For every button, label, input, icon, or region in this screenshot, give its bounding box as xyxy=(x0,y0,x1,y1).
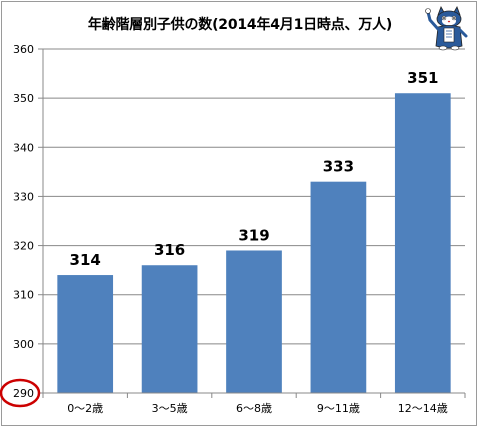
x-tick-label: 6～8歳 xyxy=(236,402,272,415)
baseline-highlight xyxy=(0,378,41,408)
chart-title: 年齢階層別子供の数(2014年4月1日時点、万人) xyxy=(87,17,393,33)
x-tick-labels: 0～2歳 3～5歳 6～8歳 9～11歳 12～14歳 xyxy=(67,402,448,415)
data-label: 316 xyxy=(154,241,185,259)
data-labels: 314 316 319 333 351 xyxy=(70,69,439,269)
y-tick-label: 340 xyxy=(13,141,34,154)
x-tick-label: 0～2歳 xyxy=(67,402,103,415)
x-tick-label: 9～11歳 xyxy=(317,402,360,415)
x-tick-label: 12～14歳 xyxy=(398,402,448,415)
gridlines xyxy=(43,48,465,345)
data-label: 351 xyxy=(407,69,438,87)
y-tick-label: 330 xyxy=(13,190,34,203)
bars xyxy=(57,93,451,393)
bar xyxy=(226,250,282,393)
y-tick-label: 300 xyxy=(13,338,34,351)
y-tick-label: 360 xyxy=(13,43,34,56)
axes xyxy=(38,48,466,398)
cat-mascot-icon xyxy=(425,6,468,51)
data-label: 333 xyxy=(323,158,354,176)
y-tick-label: 290 xyxy=(13,387,34,400)
y-tick-labels: 290 300 310 320 330 340 350 360 xyxy=(13,43,34,400)
bar xyxy=(141,265,198,393)
data-label: 319 xyxy=(238,226,269,244)
baseline-highlight-circle xyxy=(0,378,41,408)
y-tick-label: 350 xyxy=(13,92,34,105)
y-tick-label: 320 xyxy=(13,240,34,253)
data-label: 314 xyxy=(70,251,101,269)
x-tick-label: 3～5歳 xyxy=(152,402,188,415)
bar xyxy=(57,275,114,393)
bar xyxy=(394,93,451,393)
bar xyxy=(310,181,367,393)
y-tick-label: 310 xyxy=(13,289,34,302)
